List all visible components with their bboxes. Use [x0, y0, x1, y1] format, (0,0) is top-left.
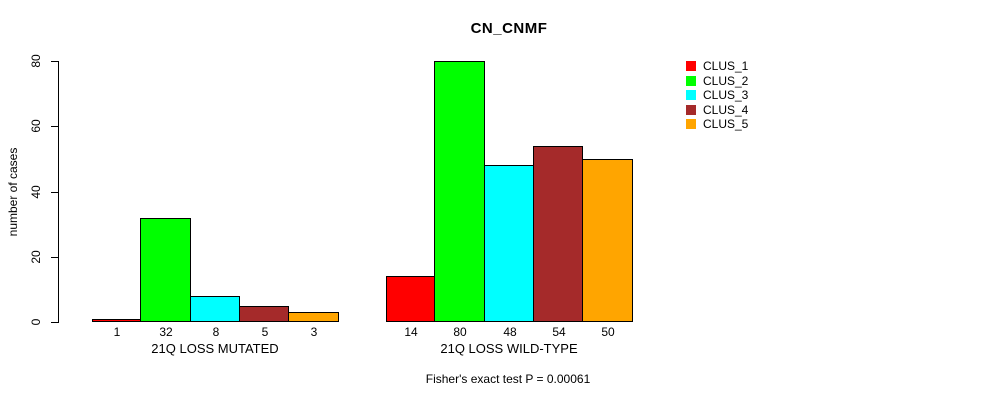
bar-value-label: 54	[552, 325, 566, 339]
group-label-mutated: 21Q LOSS MUTATED	[151, 341, 279, 356]
legend-swatch-icon	[686, 61, 696, 72]
y-tick-mark-60	[51, 126, 59, 127]
bar-clus_3-group2	[484, 165, 534, 322]
y-tick-mark-0	[51, 322, 59, 323]
y-tick-mark-80	[51, 61, 59, 62]
bar-value-label: 50	[601, 325, 615, 339]
chart-title: CN_CNMF	[470, 20, 548, 37]
legend-swatch-icon	[686, 75, 696, 86]
bar-clus_5-group1	[288, 312, 339, 322]
legend-item-clus_3: CLUS_3	[686, 88, 748, 103]
legend-item-clus_1: CLUS_1	[686, 59, 748, 74]
bar-clus_1-group1	[92, 319, 141, 322]
legend-item-clus_2: CLUS_2	[686, 74, 748, 89]
y-tick-label-80: 80	[29, 54, 43, 68]
bar-value-label: 48	[503, 325, 517, 339]
y-tick-label-0: 0	[29, 318, 43, 326]
y-tick-mark-20	[51, 257, 59, 258]
legend-label: CLUS_4	[703, 102, 749, 117]
bar-clus_1-group2	[386, 276, 435, 322]
legend-item-clus_4: CLUS_4	[686, 103, 748, 118]
legend-swatch-icon	[686, 90, 696, 101]
bar-clus_3-group1	[190, 296, 240, 322]
bar-value-label: 8	[212, 325, 220, 339]
annotation-text: Fisher's exact test P = 0.00061	[425, 372, 591, 386]
bar-value-label: 80	[453, 325, 467, 339]
group-label-wild-type: 21Q LOSS WILD-TYPE	[440, 341, 578, 356]
y-tick-label-40: 40	[29, 185, 43, 199]
bar-clus_4-group2	[533, 146, 583, 322]
bar-clus_2-group1	[140, 218, 191, 322]
legend-label: CLUS_2	[703, 73, 749, 88]
bar-clus_5-group2	[582, 159, 633, 322]
legend-label: CLUS_1	[703, 59, 749, 73]
y-tick-mark-40	[51, 192, 59, 193]
bar-value-label: 3	[310, 325, 318, 339]
y-tick-label-60: 60	[29, 119, 43, 133]
legend-swatch-icon	[686, 119, 696, 130]
y-axis-label: number of cases	[6, 147, 20, 237]
bar-value-label: 5	[261, 325, 269, 339]
bar-clus_2-group2	[434, 61, 485, 322]
bar-clus_4-group1	[239, 306, 289, 322]
legend: CLUS_1 CLUS_2 CLUS_3 CLUS_4 CLUS_5	[686, 59, 748, 132]
legend-label: CLUS_5	[703, 117, 749, 131]
legend-item-clus_5: CLUS_5	[686, 117, 748, 132]
bar-value-label: 14	[404, 325, 418, 339]
y-tick-label-20: 20	[29, 250, 43, 264]
bar-value-label: 32	[159, 325, 173, 339]
legend-swatch-icon	[686, 104, 696, 115]
bar-value-label: 1	[113, 325, 121, 339]
legend-label: CLUS_3	[703, 88, 749, 102]
